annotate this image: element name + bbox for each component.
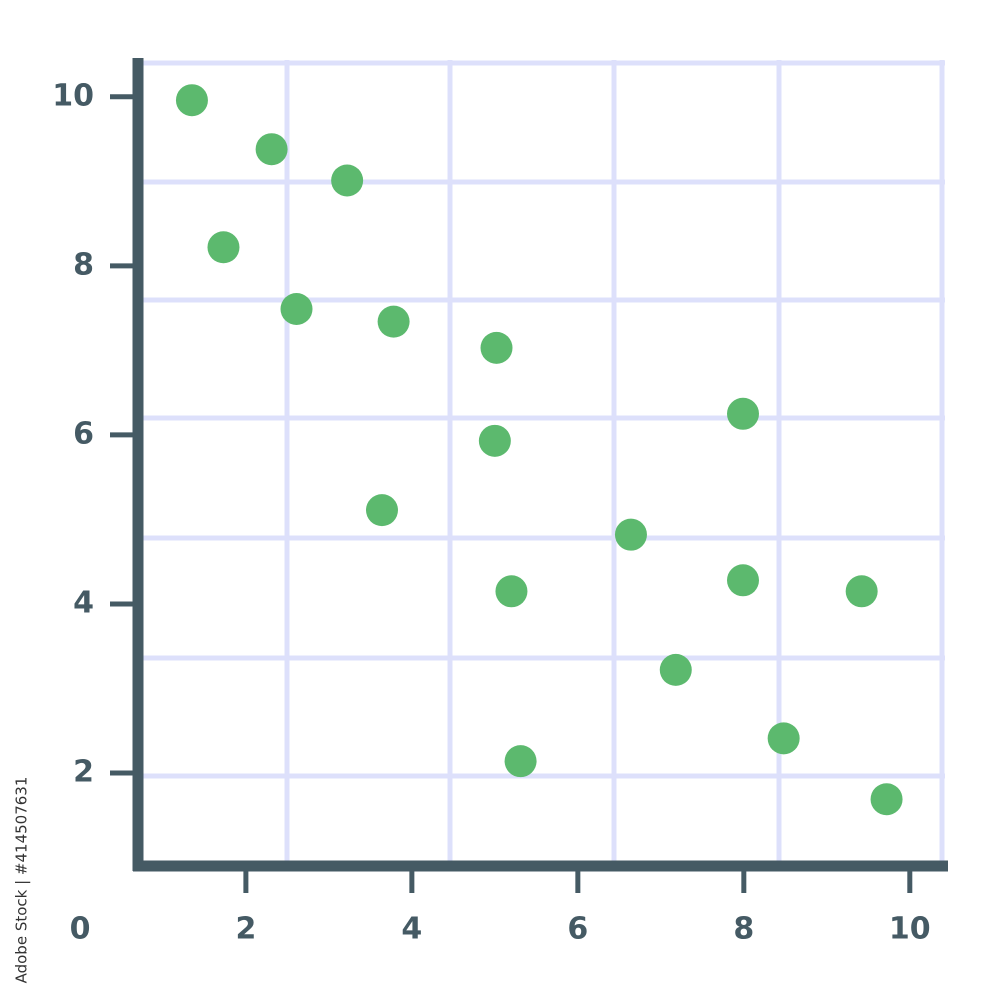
x-tick-label: 4 [401,912,422,947]
point [331,164,364,197]
point [207,231,240,264]
origin-label: 0 [70,912,91,947]
point [767,722,800,755]
x-tick-label: 6 [567,912,588,947]
y-tick-label: 10 [52,78,94,113]
y-tick-label: 4 [73,585,94,620]
point [845,575,878,608]
x-tick-label: 10 [889,912,931,947]
point [495,575,528,608]
point [614,518,647,551]
y-tick-label: 2 [73,755,94,790]
point [255,133,288,166]
point [659,653,692,686]
watermark: Adobe Stock | #414507631 [13,777,31,984]
y-tick-label: 8 [73,247,94,282]
point [870,783,903,816]
point [365,494,398,527]
background-grid [140,60,945,862]
point [280,292,313,325]
point [726,397,759,430]
point [377,305,410,338]
point [504,745,537,778]
x-tick-label: 2 [235,912,256,947]
point [726,564,759,597]
point [175,84,208,117]
point [480,331,513,364]
point [478,424,511,457]
y-tick-label: 6 [73,416,94,451]
x-tick-label: 8 [733,912,754,947]
